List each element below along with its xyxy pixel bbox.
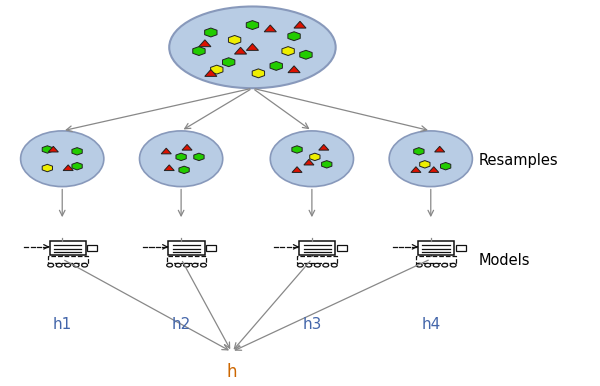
Polygon shape (319, 144, 329, 150)
Ellipse shape (389, 131, 472, 186)
Polygon shape (176, 153, 186, 161)
Polygon shape (223, 58, 235, 67)
Polygon shape (205, 69, 217, 76)
Ellipse shape (169, 7, 335, 88)
Polygon shape (42, 146, 53, 153)
Polygon shape (229, 36, 241, 44)
Circle shape (184, 263, 190, 267)
Polygon shape (164, 165, 174, 171)
Circle shape (306, 263, 312, 267)
Polygon shape (72, 147, 82, 155)
Polygon shape (419, 161, 430, 168)
Polygon shape (205, 28, 217, 37)
Polygon shape (322, 161, 332, 168)
Circle shape (167, 263, 173, 267)
Circle shape (56, 263, 62, 267)
Polygon shape (294, 21, 306, 28)
Polygon shape (72, 163, 82, 170)
Polygon shape (194, 153, 204, 161)
Text: Models: Models (478, 253, 530, 268)
Bar (337, 245, 347, 251)
Bar (206, 245, 216, 251)
Circle shape (48, 263, 53, 267)
Polygon shape (288, 66, 300, 73)
Circle shape (442, 263, 448, 267)
Polygon shape (411, 167, 421, 173)
Bar (298, 256, 337, 263)
Circle shape (433, 263, 439, 267)
Polygon shape (48, 146, 58, 152)
Polygon shape (179, 166, 189, 174)
Ellipse shape (20, 131, 104, 186)
Text: h1: h1 (53, 317, 72, 332)
Polygon shape (252, 69, 265, 78)
Bar (48, 256, 88, 263)
Polygon shape (161, 148, 172, 154)
Circle shape (331, 263, 337, 267)
Polygon shape (247, 44, 259, 50)
Circle shape (175, 263, 181, 267)
Circle shape (450, 263, 456, 267)
Circle shape (192, 263, 198, 267)
Text: h3: h3 (302, 317, 322, 332)
Circle shape (298, 263, 304, 267)
Polygon shape (288, 32, 300, 41)
Text: h: h (226, 363, 237, 381)
Polygon shape (428, 167, 439, 173)
Polygon shape (211, 65, 223, 74)
Bar (455, 245, 466, 251)
Text: h2: h2 (172, 317, 191, 332)
Ellipse shape (139, 131, 223, 186)
Polygon shape (292, 146, 302, 153)
Bar (418, 241, 454, 255)
Bar (167, 256, 206, 263)
Circle shape (323, 263, 329, 267)
Polygon shape (182, 144, 192, 150)
Polygon shape (434, 146, 445, 152)
Polygon shape (292, 167, 302, 173)
Polygon shape (264, 25, 277, 32)
Polygon shape (282, 47, 294, 56)
Circle shape (200, 263, 206, 267)
Bar (416, 256, 456, 263)
Polygon shape (300, 50, 312, 59)
Circle shape (314, 263, 320, 267)
Circle shape (82, 263, 88, 267)
Polygon shape (270, 61, 283, 70)
Bar (299, 241, 335, 255)
Polygon shape (63, 165, 73, 171)
Polygon shape (304, 159, 314, 165)
Polygon shape (42, 164, 53, 172)
Polygon shape (199, 40, 211, 47)
Polygon shape (235, 47, 247, 54)
Circle shape (65, 263, 71, 267)
Circle shape (425, 263, 431, 267)
Bar (169, 241, 205, 255)
Polygon shape (193, 47, 205, 56)
Polygon shape (440, 163, 451, 170)
Circle shape (73, 263, 79, 267)
Ellipse shape (270, 131, 353, 186)
Circle shape (416, 263, 422, 267)
Polygon shape (246, 20, 259, 29)
Bar (50, 241, 86, 255)
Text: h4: h4 (421, 317, 440, 332)
Text: Resamples: Resamples (478, 153, 558, 168)
Polygon shape (414, 147, 424, 155)
Polygon shape (310, 153, 320, 161)
Bar (87, 245, 97, 251)
